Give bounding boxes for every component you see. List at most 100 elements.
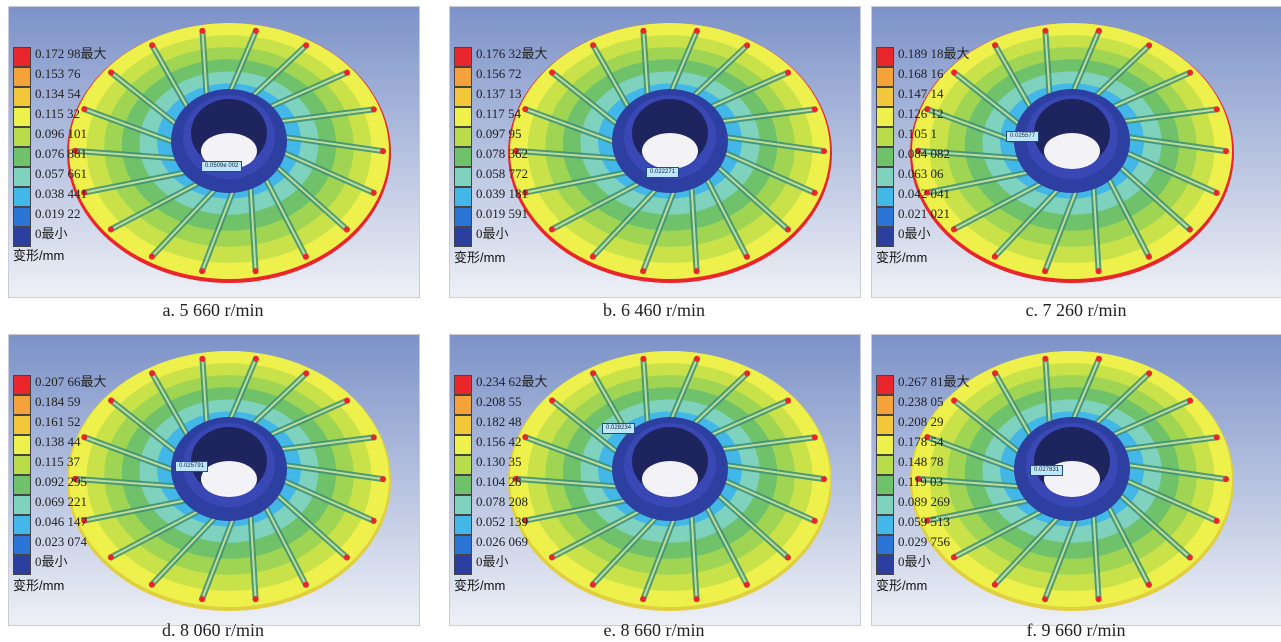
legend-row: 0.156 72 [454, 67, 624, 87]
legend-swatch [13, 515, 31, 535]
legend-swatch [876, 515, 894, 535]
legend-swatch [876, 107, 894, 127]
legend-swatch [13, 107, 31, 127]
legend-swatch [454, 475, 472, 495]
legend-swatch [13, 87, 31, 107]
legend-row: 0.117 54 [454, 107, 624, 127]
legend-row: 0.207 66最大 [13, 375, 183, 395]
probe-tag: 0.027831 [1030, 465, 1064, 476]
legend-label: 0最小 [35, 554, 68, 569]
legend-row: 0.189 18最大 [876, 47, 1046, 67]
legend: 0.189 18最大 0.168 16 0.147 14 0.126 12 0.… [876, 47, 1046, 247]
legend-swatch [13, 167, 31, 187]
legend-swatch [876, 47, 894, 67]
legend-label: 0.096 101 [35, 126, 87, 141]
legend-swatch [13, 395, 31, 415]
legend-row: 0.078 208 [454, 495, 624, 515]
legend-row: 0.052 139 [454, 515, 624, 535]
legend: 0.176 32最大 0.156 72 0.137 13 0.117 54 0.… [454, 47, 624, 247]
legend-label: 0.115 37 [35, 454, 81, 469]
impeller-graphic [9, 335, 419, 625]
legend-swatch [13, 455, 31, 475]
legend-swatch [454, 167, 472, 187]
panel-e: 0.234 62最大 0.208 55 0.182 48 0.156 42 0.… [449, 334, 861, 626]
panel-a: 0.172 98最大 0.153 76 0.134 54 0.115 32 0.… [8, 6, 420, 298]
legend-swatch [876, 495, 894, 515]
legend-label: 0.156 72 [476, 66, 522, 81]
legend-row: 0.208 29 [876, 415, 1046, 435]
legend-label: 0.238 05 [898, 394, 944, 409]
legend-label: 0.084 082 [898, 146, 950, 161]
legend-swatch [876, 207, 894, 227]
legend-label: 0.046 147 [35, 514, 87, 529]
legend-swatch [454, 147, 472, 167]
impeller-graphic [872, 7, 1281, 297]
legend-label: 0.069 221 [35, 494, 87, 509]
legend-row: 0.161 52 [13, 415, 183, 435]
legend-label: 0.097 95 [476, 126, 522, 141]
legend-row: 0.168 16 [876, 67, 1046, 87]
legend-row: 0.058 772 [454, 167, 624, 187]
legend: 0.172 98最大 0.153 76 0.134 54 0.115 32 0.… [13, 47, 183, 247]
legend-row: 0.184 59 [13, 395, 183, 415]
legend-label: 0.138 44 [35, 434, 81, 449]
legend-swatch [876, 475, 894, 495]
legend-row: 0.153 76 [13, 67, 183, 87]
panel-d: 0.207 66最大 0.184 59 0.161 52 0.138 44 0.… [8, 334, 420, 626]
impeller-graphic [872, 335, 1281, 625]
legend-label: 0.184 59 [35, 394, 81, 409]
legend-swatch [876, 187, 894, 207]
legend-row: 0.105 1 [876, 127, 1046, 147]
legend-swatch [13, 147, 31, 167]
legend-swatch [876, 555, 894, 575]
legend-row: 0.092 295 [13, 475, 183, 495]
legend-label: 0.178 54 [898, 434, 944, 449]
legend-row: 0.019 22 [13, 207, 183, 227]
legend-swatch [13, 375, 31, 395]
probe-tag: 0.0509e 002 [201, 161, 243, 172]
legend-row: 0.115 37 [13, 455, 183, 475]
legend-label: 0.126 12 [898, 106, 944, 121]
legend-label: 0.019 591 [476, 206, 528, 221]
caption-f: f. 9 660 r/min [1026, 620, 1126, 640]
legend-row: 0.069 221 [13, 495, 183, 515]
legend-swatch [13, 67, 31, 87]
legend-label: 0.172 98最大 [35, 46, 107, 61]
legend-row: 0.148 78 [876, 455, 1046, 475]
legend-label: 0.119 03 [898, 474, 944, 489]
legend-label: 0最小 [898, 554, 931, 569]
legend-row: 0.023 074 [13, 535, 183, 555]
legend-swatch [454, 67, 472, 87]
caption-c: c. 7 260 r/min [1025, 300, 1127, 320]
legend-swatch [13, 495, 31, 515]
probe-tag: 0.025791 [175, 461, 209, 472]
legend-swatch [876, 435, 894, 455]
legend-row: 0.042 041 [876, 187, 1046, 207]
legend-swatch [876, 67, 894, 87]
legend-row: 0最小 [454, 227, 624, 247]
legend-swatch [454, 47, 472, 67]
probe-tag: 0.025577 [1006, 131, 1040, 142]
legend-row: 0最小 [13, 555, 183, 575]
legend-row: 0最小 [876, 227, 1046, 247]
legend-label: 0最小 [898, 226, 931, 241]
legend-row: 0.059 513 [876, 515, 1046, 535]
legend-swatch [876, 87, 894, 107]
legend-row: 0.089 269 [876, 495, 1046, 515]
legend-label: 0.148 78 [898, 454, 944, 469]
legend-row: 0最小 [13, 227, 183, 247]
legend-row: 0最小 [454, 555, 624, 575]
legend-label: 0.092 295 [35, 474, 87, 489]
legend-swatch [454, 127, 472, 147]
panel-c: 0.189 18最大 0.168 16 0.147 14 0.126 12 0.… [871, 6, 1281, 298]
legend-swatch [454, 535, 472, 555]
legend-row: 0.182 48 [454, 415, 624, 435]
legend-row: 0.076 881 [13, 147, 183, 167]
legend-label: 0最小 [476, 554, 509, 569]
legend-swatch [454, 495, 472, 515]
legend-swatch [454, 455, 472, 475]
legend-swatch [876, 227, 894, 247]
caption-a: a. 5 660 r/min [162, 300, 264, 320]
legend-swatch [13, 127, 31, 147]
legend-label: 0.189 18最大 [898, 46, 970, 61]
